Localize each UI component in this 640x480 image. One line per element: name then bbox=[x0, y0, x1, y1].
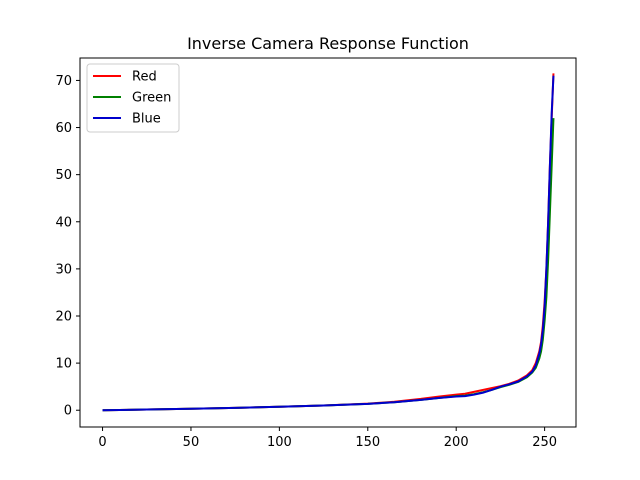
legend-label-blue: Blue bbox=[132, 112, 161, 127]
series-line-blue bbox=[102, 75, 555, 412]
legend-box bbox=[86, 63, 180, 133]
y-tick-label: 30 bbox=[55, 262, 72, 277]
legend: Red Green Blue bbox=[86, 63, 180, 133]
x-tick-label: 100 bbox=[267, 435, 292, 450]
y-tick-label: 20 bbox=[55, 309, 72, 324]
chart-title: Inverse Camera Response Function bbox=[187, 34, 469, 53]
legend-label-green: Green bbox=[132, 91, 171, 106]
x-tick-label: 200 bbox=[444, 435, 469, 450]
y-tick-label: 0 bbox=[64, 404, 72, 419]
x-tick-label: 50 bbox=[183, 435, 200, 450]
x-tick-label: 150 bbox=[355, 435, 380, 450]
plot-frame bbox=[79, 57, 577, 428]
x-tick-label: 0 bbox=[98, 435, 106, 450]
y-tick-label: 70 bbox=[55, 74, 72, 89]
y-tick-label: 50 bbox=[55, 168, 72, 183]
legend-label-red: Red bbox=[132, 70, 157, 85]
x-tick-label: 250 bbox=[532, 435, 557, 450]
y-tick-label: 40 bbox=[55, 215, 72, 230]
y-tick-label: 10 bbox=[55, 357, 72, 372]
y-tick-label: 60 bbox=[55, 121, 72, 136]
series-line-green bbox=[102, 118, 555, 412]
